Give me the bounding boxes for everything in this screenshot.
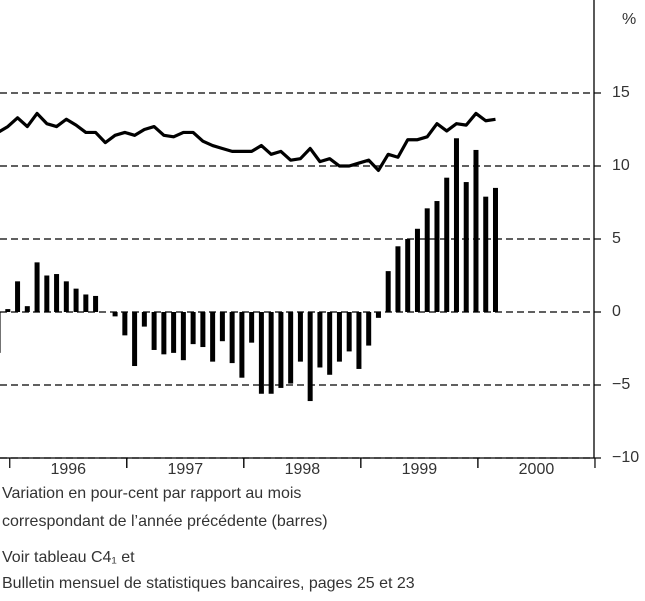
bar [151, 312, 157, 350]
y-tick-label: 10 [612, 157, 630, 174]
bar [190, 312, 196, 345]
bar [395, 246, 401, 312]
bar [0, 312, 1, 353]
bar [54, 274, 60, 312]
bar [5, 309, 11, 312]
bar [424, 208, 430, 312]
bar [73, 288, 79, 312]
y-tick-label: −10 [612, 449, 639, 466]
bar [24, 306, 30, 312]
bar [288, 312, 294, 384]
bar [268, 312, 274, 394]
note: correspondant de l’année précédente (bar… [2, 513, 328, 530]
bar [483, 196, 489, 312]
bar [141, 312, 147, 327]
x-tick-label: 1999 [402, 461, 438, 478]
bar [356, 312, 362, 369]
note: Variation en pour-cent par rapport au mo… [2, 485, 301, 502]
unit-label: % [622, 11, 636, 28]
bar [327, 312, 333, 375]
bar [229, 312, 235, 364]
bar [492, 187, 498, 312]
y-tick-label: 15 [612, 84, 630, 101]
bar [171, 312, 177, 353]
bar [414, 228, 420, 312]
bar [297, 312, 303, 362]
x-tick-label: 1997 [168, 461, 204, 478]
x-tick-label: 1998 [285, 461, 321, 478]
bar [15, 281, 21, 312]
bar [132, 312, 138, 367]
bar [385, 271, 391, 312]
bar [34, 262, 40, 312]
bar [63, 281, 69, 312]
x-tick-label: 1996 [50, 461, 86, 478]
bar [278, 312, 284, 388]
bar [346, 312, 352, 352]
y-tick-label: −5 [612, 376, 630, 393]
bar [405, 239, 411, 312]
bar [444, 177, 450, 312]
bar [249, 312, 255, 343]
bar [210, 312, 216, 362]
bar [375, 312, 381, 318]
y-tick-label: 5 [612, 230, 621, 247]
bar [336, 312, 342, 362]
bar [463, 182, 469, 312]
note: Voir tableau C4₁ et [2, 549, 135, 566]
bar [122, 312, 128, 336]
bar [317, 312, 323, 368]
bar [83, 294, 89, 312]
bar [200, 312, 206, 348]
x-tick-label: 2000 [519, 461, 555, 478]
bar [44, 275, 50, 312]
bar [239, 312, 245, 378]
bar [219, 312, 225, 342]
y-tick-label: 0 [612, 303, 621, 320]
bar [307, 312, 313, 402]
note: Bulletin mensuel de statistiques bancair… [2, 575, 415, 592]
bar [112, 312, 118, 317]
line [0, 111, 496, 172]
bar [258, 312, 264, 394]
bar [93, 295, 99, 312]
bar [161, 312, 167, 355]
bar [473, 149, 479, 312]
bar [434, 201, 440, 312]
bar [180, 312, 186, 361]
bar [366, 312, 372, 346]
bar [453, 138, 459, 312]
